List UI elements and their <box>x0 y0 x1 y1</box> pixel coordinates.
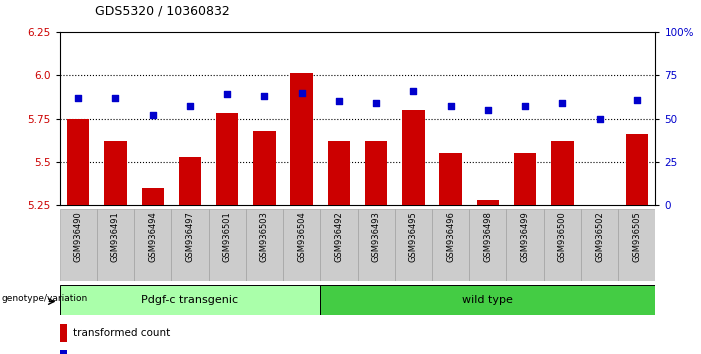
Text: GSM936497: GSM936497 <box>186 211 194 262</box>
Bar <box>395 209 432 281</box>
Point <box>445 104 456 109</box>
Bar <box>551 141 573 205</box>
Point <box>259 93 270 99</box>
Bar <box>171 209 209 281</box>
Text: GSM936498: GSM936498 <box>484 211 492 262</box>
Text: GSM936499: GSM936499 <box>521 211 529 262</box>
Text: GSM936494: GSM936494 <box>148 211 157 262</box>
Bar <box>216 113 238 205</box>
Bar <box>506 209 544 281</box>
Bar <box>514 153 536 205</box>
Bar <box>290 74 313 205</box>
Text: transformed count: transformed count <box>73 328 170 338</box>
Text: GSM936492: GSM936492 <box>334 211 343 262</box>
Bar <box>618 209 655 281</box>
Point <box>222 91 233 97</box>
Bar <box>283 209 320 281</box>
Bar <box>469 209 506 281</box>
Bar <box>477 200 499 205</box>
Point <box>408 88 419 94</box>
Bar <box>60 209 97 281</box>
Bar <box>179 157 201 205</box>
Point <box>110 95 121 101</box>
Bar <box>440 153 462 205</box>
Text: GDS5320 / 10360832: GDS5320 / 10360832 <box>95 5 229 18</box>
Bar <box>60 324 67 343</box>
Bar <box>328 141 350 205</box>
Text: GSM936491: GSM936491 <box>111 211 120 262</box>
Bar <box>60 350 67 354</box>
Bar <box>544 209 581 281</box>
Point <box>631 97 642 102</box>
Text: GSM936505: GSM936505 <box>632 211 641 262</box>
Bar <box>142 188 164 205</box>
Text: GSM936493: GSM936493 <box>372 211 381 262</box>
Text: GSM936500: GSM936500 <box>558 211 567 262</box>
Text: GSM936502: GSM936502 <box>595 211 604 262</box>
Bar <box>67 119 90 205</box>
Bar <box>97 209 134 281</box>
Point <box>296 90 307 96</box>
Point <box>333 98 344 104</box>
Point <box>482 107 494 113</box>
Point <box>594 116 605 121</box>
Bar <box>320 285 655 315</box>
Bar <box>253 131 275 205</box>
Bar <box>402 110 425 205</box>
Point <box>184 104 196 109</box>
Text: GSM936504: GSM936504 <box>297 211 306 262</box>
Point <box>519 104 531 109</box>
Text: Pdgf-c transgenic: Pdgf-c transgenic <box>142 295 238 305</box>
Bar <box>320 209 358 281</box>
Text: wild type: wild type <box>463 295 513 305</box>
Text: genotype/variation: genotype/variation <box>1 294 88 303</box>
Bar <box>134 209 171 281</box>
Text: GSM936501: GSM936501 <box>223 211 231 262</box>
Point <box>147 112 158 118</box>
Bar <box>626 134 648 205</box>
Bar <box>581 209 618 281</box>
Point <box>371 100 382 106</box>
Bar <box>432 209 469 281</box>
Bar <box>365 141 387 205</box>
Text: GSM936503: GSM936503 <box>260 211 269 262</box>
Text: GSM936496: GSM936496 <box>446 211 455 262</box>
Bar <box>358 209 395 281</box>
Text: GSM936490: GSM936490 <box>74 211 83 262</box>
Bar <box>246 209 283 281</box>
Bar <box>60 285 320 315</box>
Point <box>73 95 84 101</box>
Bar <box>209 209 246 281</box>
Point <box>557 100 568 106</box>
Bar <box>104 141 127 205</box>
Text: GSM936495: GSM936495 <box>409 211 418 262</box>
